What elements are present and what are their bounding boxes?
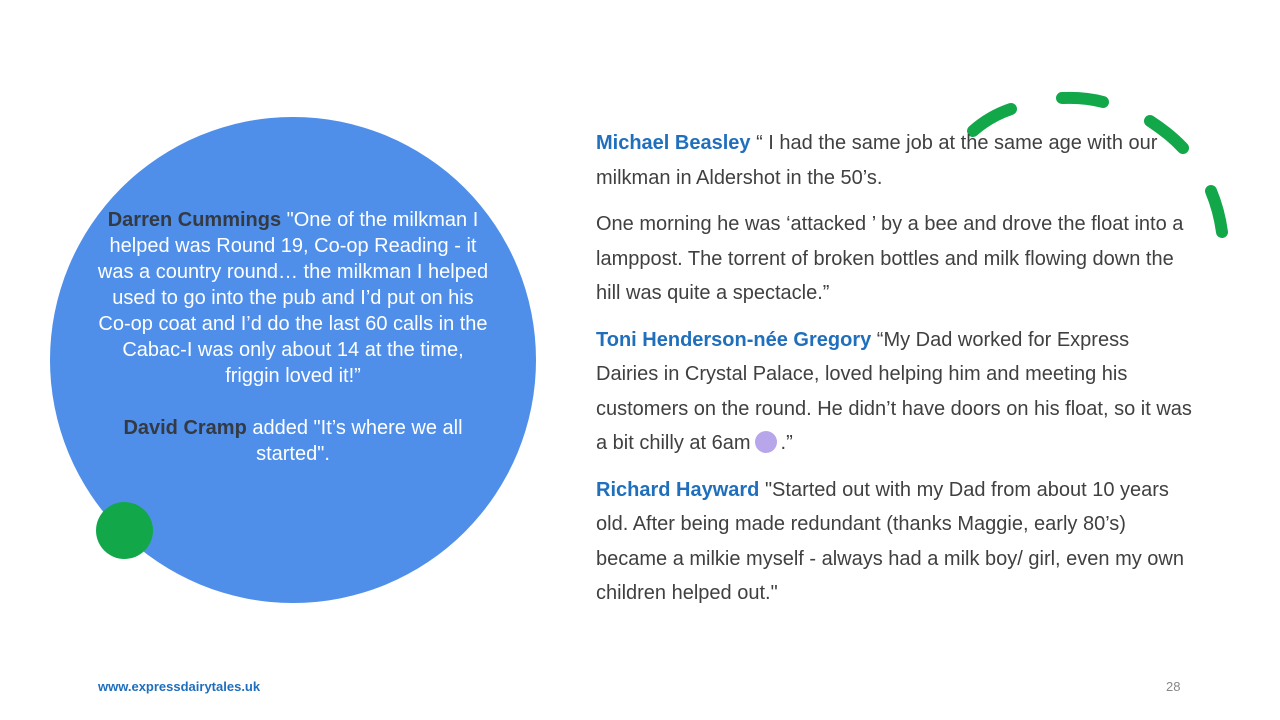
quote-text: "One of the milkman I helped was Round 1… bbox=[97, 209, 489, 387]
cold-face-emoji-icon bbox=[754, 431, 777, 453]
quote-text: One morning he was ‘attacked ’ by a bee … bbox=[596, 213, 1184, 304]
arc-dash bbox=[1205, 185, 1228, 238]
arc-dash bbox=[1056, 91, 1109, 108]
quote-text: “ I had the same job at the same age wit… bbox=[596, 132, 1158, 189]
quote-author: Michael Beasley bbox=[596, 132, 751, 154]
testimonial: Toni Henderson-née Gregory “My Dad worke… bbox=[596, 323, 1196, 461]
quote-author: Darren Cummings bbox=[107, 209, 282, 231]
quote-text: “My Dad worked for Express Dairies in Cr… bbox=[596, 328, 1192, 455]
testimonial: Michael Beasley “ I had the same job at … bbox=[596, 126, 1196, 195]
quote-text: "Started out with my Dad from about 10 y… bbox=[596, 478, 1184, 605]
testimonials: Michael Beasley “ I had the same job at … bbox=[596, 126, 1196, 623]
quote-tail: .” bbox=[780, 432, 793, 454]
arc-dash bbox=[967, 103, 1017, 137]
quote-author: Richard Hayward bbox=[596, 478, 760, 501]
quote-text: added "It’s where we all started". bbox=[246, 417, 463, 465]
page-number: 28 bbox=[1166, 679, 1181, 694]
testimonial: Richard Hayward "Started out with my Dad… bbox=[596, 473, 1196, 611]
circle-quote: Darren Cummings "One of the milkman I he… bbox=[95, 207, 491, 467]
green-dot-shape bbox=[96, 502, 153, 559]
quote-author: David Cramp bbox=[123, 417, 247, 439]
arc-dash bbox=[1144, 115, 1189, 154]
website-link[interactable]: www.expressdairytales.uk bbox=[98, 679, 261, 694]
quote-author: Toni Henderson-née Gregory bbox=[596, 328, 872, 351]
testimonial: One morning he was ‘attacked ’ by a bee … bbox=[596, 207, 1196, 311]
